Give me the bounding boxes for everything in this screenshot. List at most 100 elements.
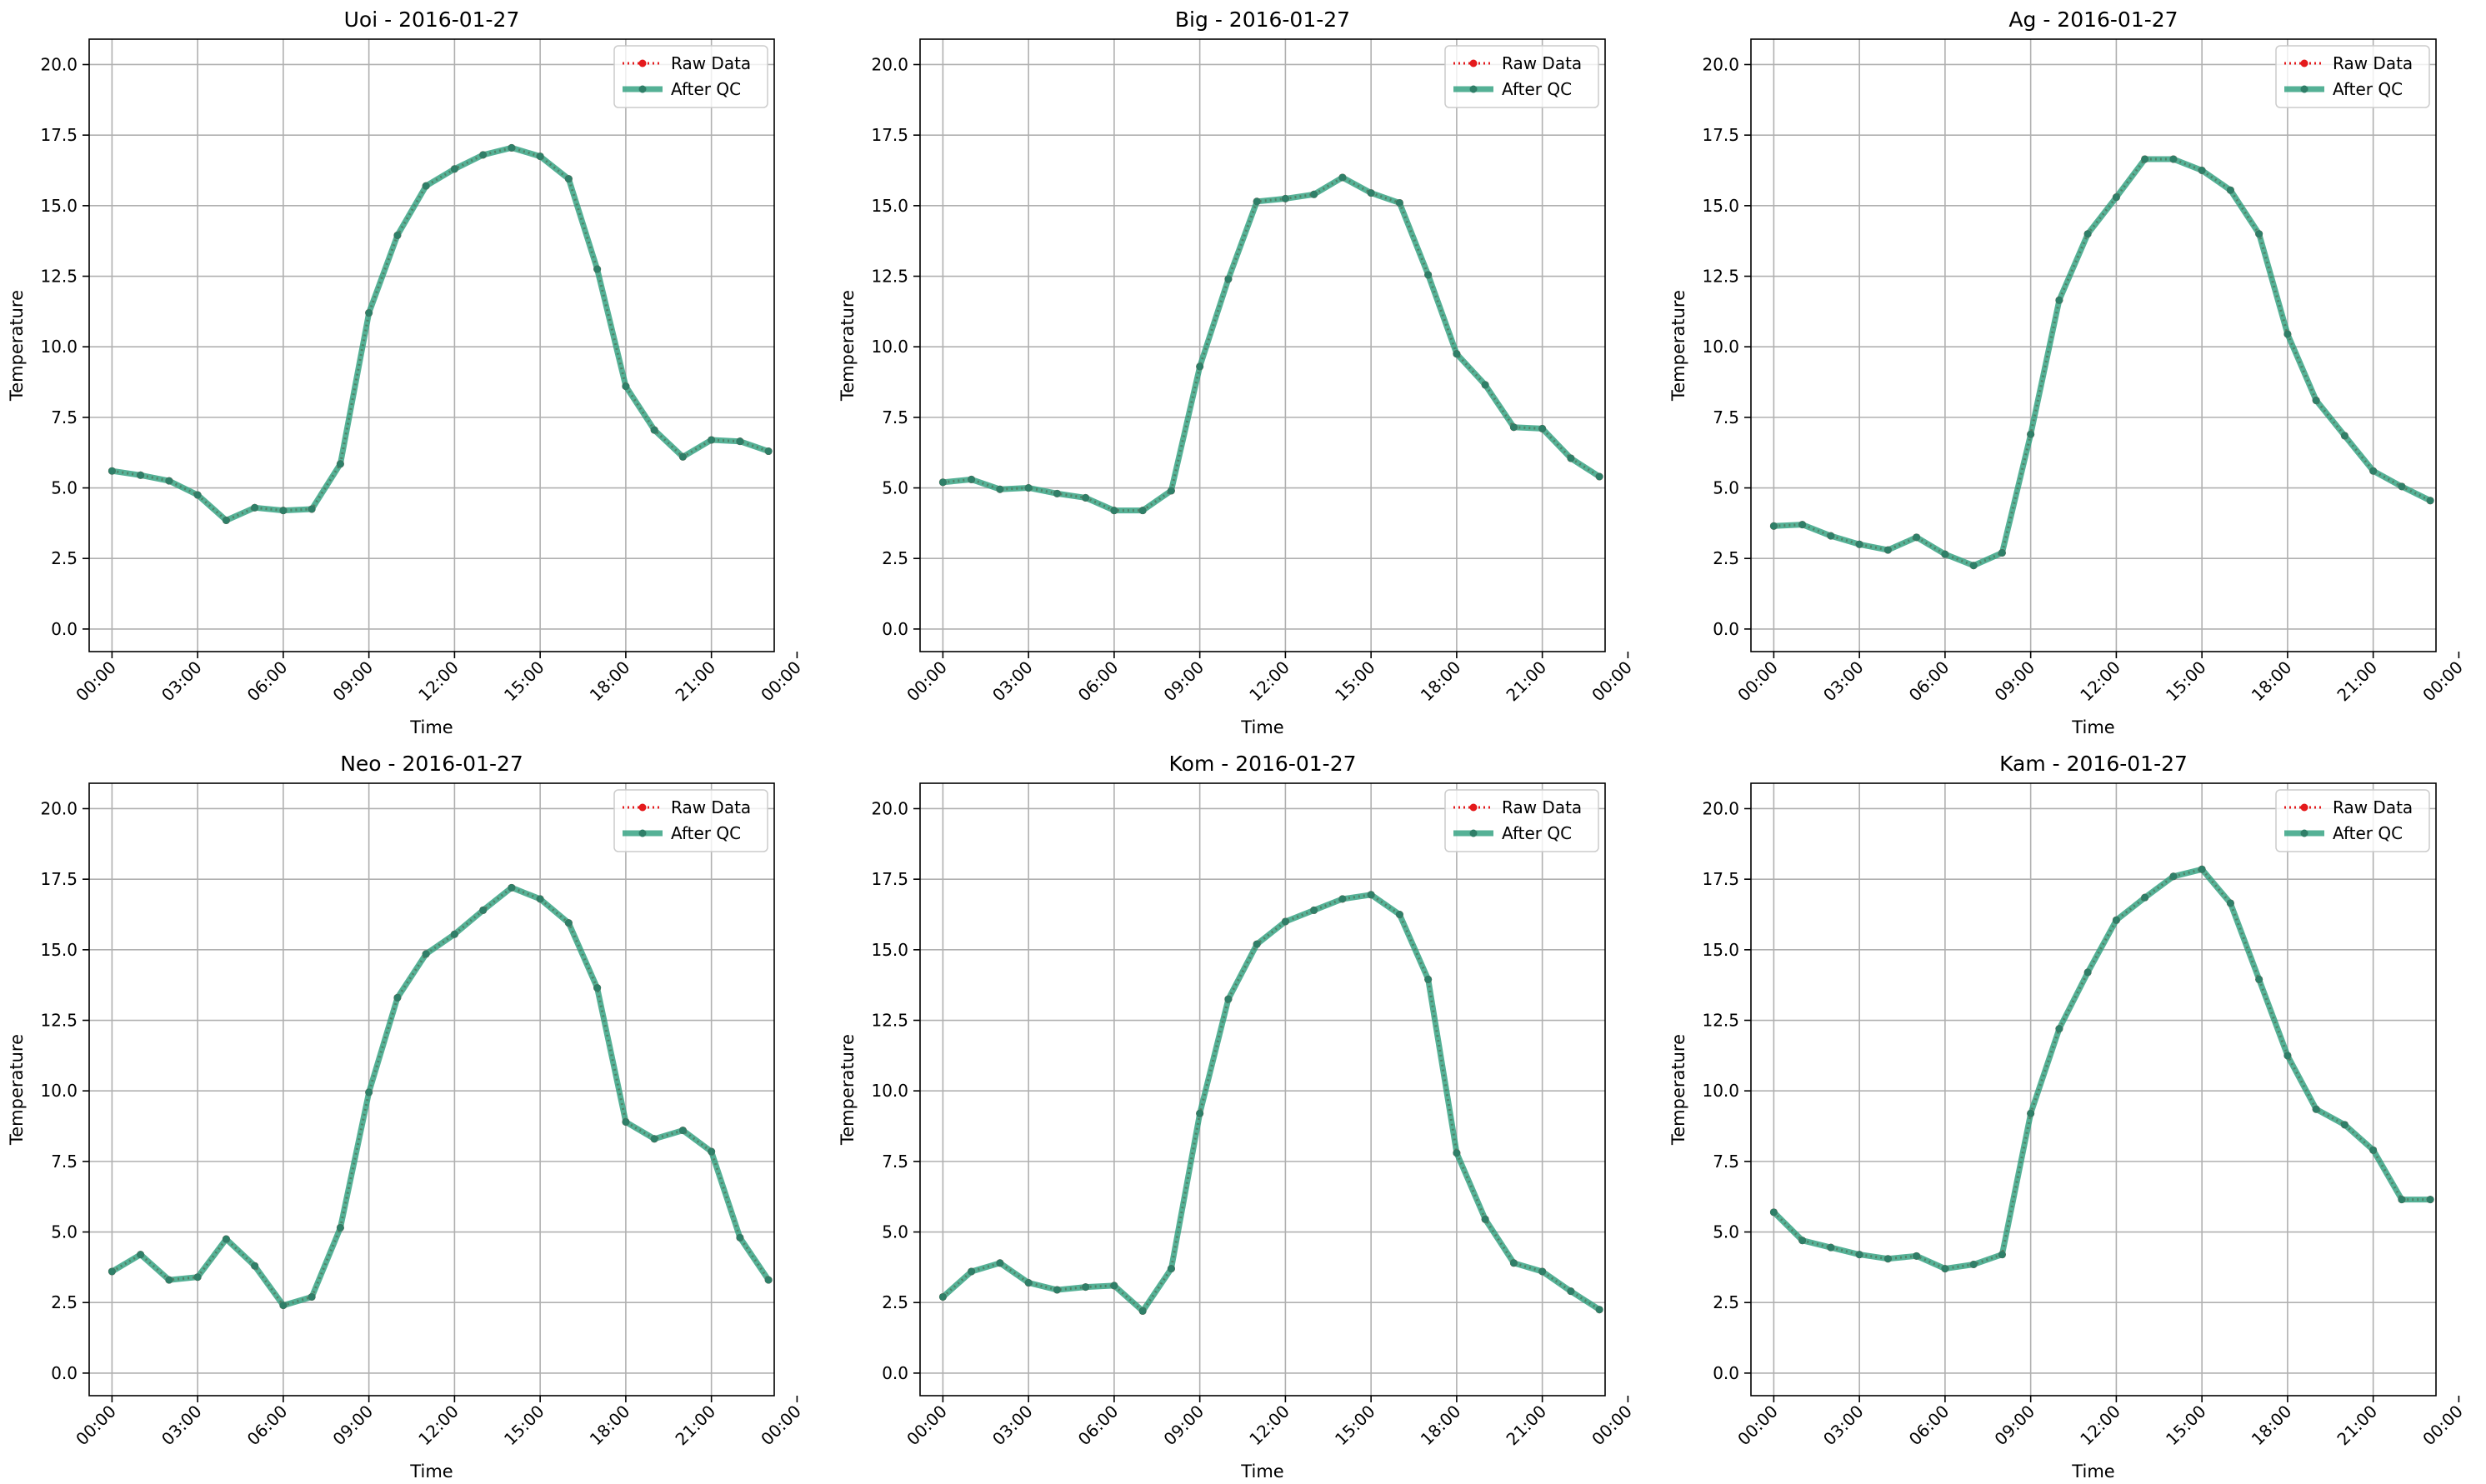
data-point-after-qc bbox=[1969, 1261, 1978, 1268]
y-tick-label: 7.5 bbox=[882, 407, 908, 427]
legend-label: After QC bbox=[671, 79, 741, 99]
y-tick-label: 2.5 bbox=[51, 548, 78, 568]
data-point-after-qc bbox=[1310, 906, 1318, 914]
data-point-after-qc bbox=[137, 471, 145, 479]
data-point-after-qc bbox=[968, 1267, 976, 1276]
x-tick-label: 21:00 bbox=[1502, 1402, 1550, 1450]
data-point-after-qc bbox=[479, 906, 488, 914]
y-tick-label: 10.0 bbox=[40, 337, 78, 357]
legend-marker-raw-data bbox=[638, 59, 647, 67]
x-tick-label: 00:00 bbox=[2418, 1402, 2467, 1450]
y-tick-label: 0.0 bbox=[882, 1363, 908, 1383]
data-point-after-qc bbox=[1082, 1283, 1090, 1292]
data-point-after-qc bbox=[938, 478, 947, 487]
chart-panel: 0.0 2.5 5.0 7.5 10.0 12.5 15.0 17.5 20.0 00:00 03:… bbox=[838, 752, 1636, 1482]
y-tick-label: 15.0 bbox=[40, 196, 78, 216]
data-point-after-qc bbox=[650, 426, 658, 434]
data-point-after-qc bbox=[193, 1273, 202, 1282]
y-tick-label: 20.0 bbox=[871, 798, 908, 818]
x-tick-label: 00:00 bbox=[72, 1402, 120, 1450]
x-tick-label: 18:00 bbox=[586, 1402, 634, 1450]
x-tick-label: 12:00 bbox=[2076, 657, 2124, 706]
data-point-after-qc bbox=[1567, 454, 1575, 462]
legend-label: Raw Data bbox=[2333, 797, 2413, 817]
data-point-after-qc bbox=[251, 1262, 259, 1270]
data-point-after-qc bbox=[1395, 911, 1403, 918]
y-tick-label: 0.0 bbox=[882, 619, 908, 639]
data-point-after-qc bbox=[1395, 198, 1403, 207]
legend-marker-raw-data bbox=[638, 803, 647, 812]
data-point-after-qc bbox=[279, 1302, 288, 1310]
x-tick-label: 15:00 bbox=[2162, 1402, 2210, 1450]
y-axis-label: Temperature bbox=[1668, 290, 1688, 402]
x-axis-label: Time bbox=[1240, 1462, 1283, 1482]
y-tick-label: 17.5 bbox=[1702, 869, 1739, 889]
y-tick-label: 2.5 bbox=[882, 1292, 908, 1312]
y-tick-label: 2.5 bbox=[1713, 1292, 1739, 1312]
x-tick-label: 03:00 bbox=[988, 1402, 1037, 1450]
data-point-after-qc bbox=[137, 1251, 145, 1259]
x-tick-label: 03:00 bbox=[988, 657, 1037, 706]
x-tick-label: 00:00 bbox=[903, 1402, 951, 1450]
data-point-after-qc bbox=[1281, 917, 1289, 926]
series-line-after-qc bbox=[941, 892, 1602, 1314]
data-point-after-qc bbox=[1769, 522, 1778, 530]
axes-frame bbox=[919, 38, 1606, 652]
data-point-after-qc bbox=[479, 151, 488, 159]
x-tick-label: 03:00 bbox=[1819, 1402, 1868, 1450]
data-point-after-qc bbox=[1424, 271, 1433, 279]
data-point-after-qc bbox=[736, 1233, 744, 1242]
y-tick-label: 20.0 bbox=[40, 54, 78, 74]
data-point-after-qc bbox=[2141, 155, 2149, 163]
panel-title: Uoi - 2016-01-27 bbox=[344, 7, 520, 32]
y-tick-label: 5.0 bbox=[882, 1222, 908, 1242]
data-point-after-qc bbox=[1110, 507, 1118, 515]
y-axis-label: Temperature bbox=[1668, 1034, 1688, 1146]
data-point-after-qc bbox=[1196, 362, 1204, 371]
y-tick-label: 2.5 bbox=[1713, 548, 1739, 568]
data-point-after-qc bbox=[1453, 1149, 1461, 1157]
data-point-after-qc bbox=[108, 467, 116, 475]
data-point-after-qc bbox=[2083, 230, 2092, 238]
legend-label: Raw Data bbox=[1502, 797, 1582, 817]
x-tick-label: 03:00 bbox=[1819, 657, 1868, 706]
legend-marker-after-qc bbox=[2300, 85, 2308, 93]
legend-label: After QC bbox=[671, 823, 741, 843]
x-tick-label: 03:00 bbox=[158, 1402, 206, 1450]
data-point-after-qc bbox=[422, 950, 430, 958]
y-tick-label: 2.5 bbox=[51, 1292, 78, 1312]
legend: Raw Data After QC bbox=[2275, 45, 2430, 108]
data-point-after-qc bbox=[1167, 1265, 1175, 1273]
data-point-after-qc bbox=[1509, 423, 1518, 432]
axes-frame bbox=[1750, 38, 2437, 652]
data-point-after-qc bbox=[1338, 895, 1347, 903]
data-point-after-qc bbox=[365, 309, 373, 317]
data-point-after-qc bbox=[536, 152, 544, 161]
data-point-after-qc bbox=[2169, 872, 2178, 881]
x-tick-label: 18:00 bbox=[586, 657, 634, 706]
y-tick-label: 0.0 bbox=[1713, 1363, 1739, 1383]
x-axis-label: Time bbox=[409, 1462, 453, 1482]
x-tick-label: 18:00 bbox=[1417, 1402, 1465, 1450]
data-point-after-qc bbox=[1082, 493, 1090, 502]
data-point-after-qc bbox=[1053, 489, 1061, 497]
data-point-after-qc bbox=[996, 1259, 1004, 1267]
data-point-after-qc bbox=[708, 436, 716, 444]
data-point-after-qc bbox=[1367, 189, 1375, 197]
x-tick-label: 21:00 bbox=[671, 657, 719, 706]
series-line-after-qc bbox=[111, 144, 770, 523]
x-tick-label: 12:00 bbox=[414, 657, 463, 706]
data-point-after-qc bbox=[622, 1117, 630, 1126]
data-point-after-qc bbox=[1595, 1306, 1603, 1314]
legend-marker-raw-data bbox=[2300, 59, 2308, 67]
data-point-after-qc bbox=[2369, 467, 2378, 475]
data-point-after-qc bbox=[2398, 1196, 2406, 1204]
data-point-after-qc bbox=[1453, 350, 1461, 358]
x-tick-label: 00:00 bbox=[757, 657, 805, 706]
data-point-after-qc bbox=[1167, 487, 1175, 495]
data-point-after-qc bbox=[251, 503, 259, 512]
legend-label: Raw Data bbox=[1502, 53, 1582, 73]
y-tick-label: 15.0 bbox=[1702, 940, 1739, 960]
x-tick-label: 06:00 bbox=[1074, 657, 1123, 706]
